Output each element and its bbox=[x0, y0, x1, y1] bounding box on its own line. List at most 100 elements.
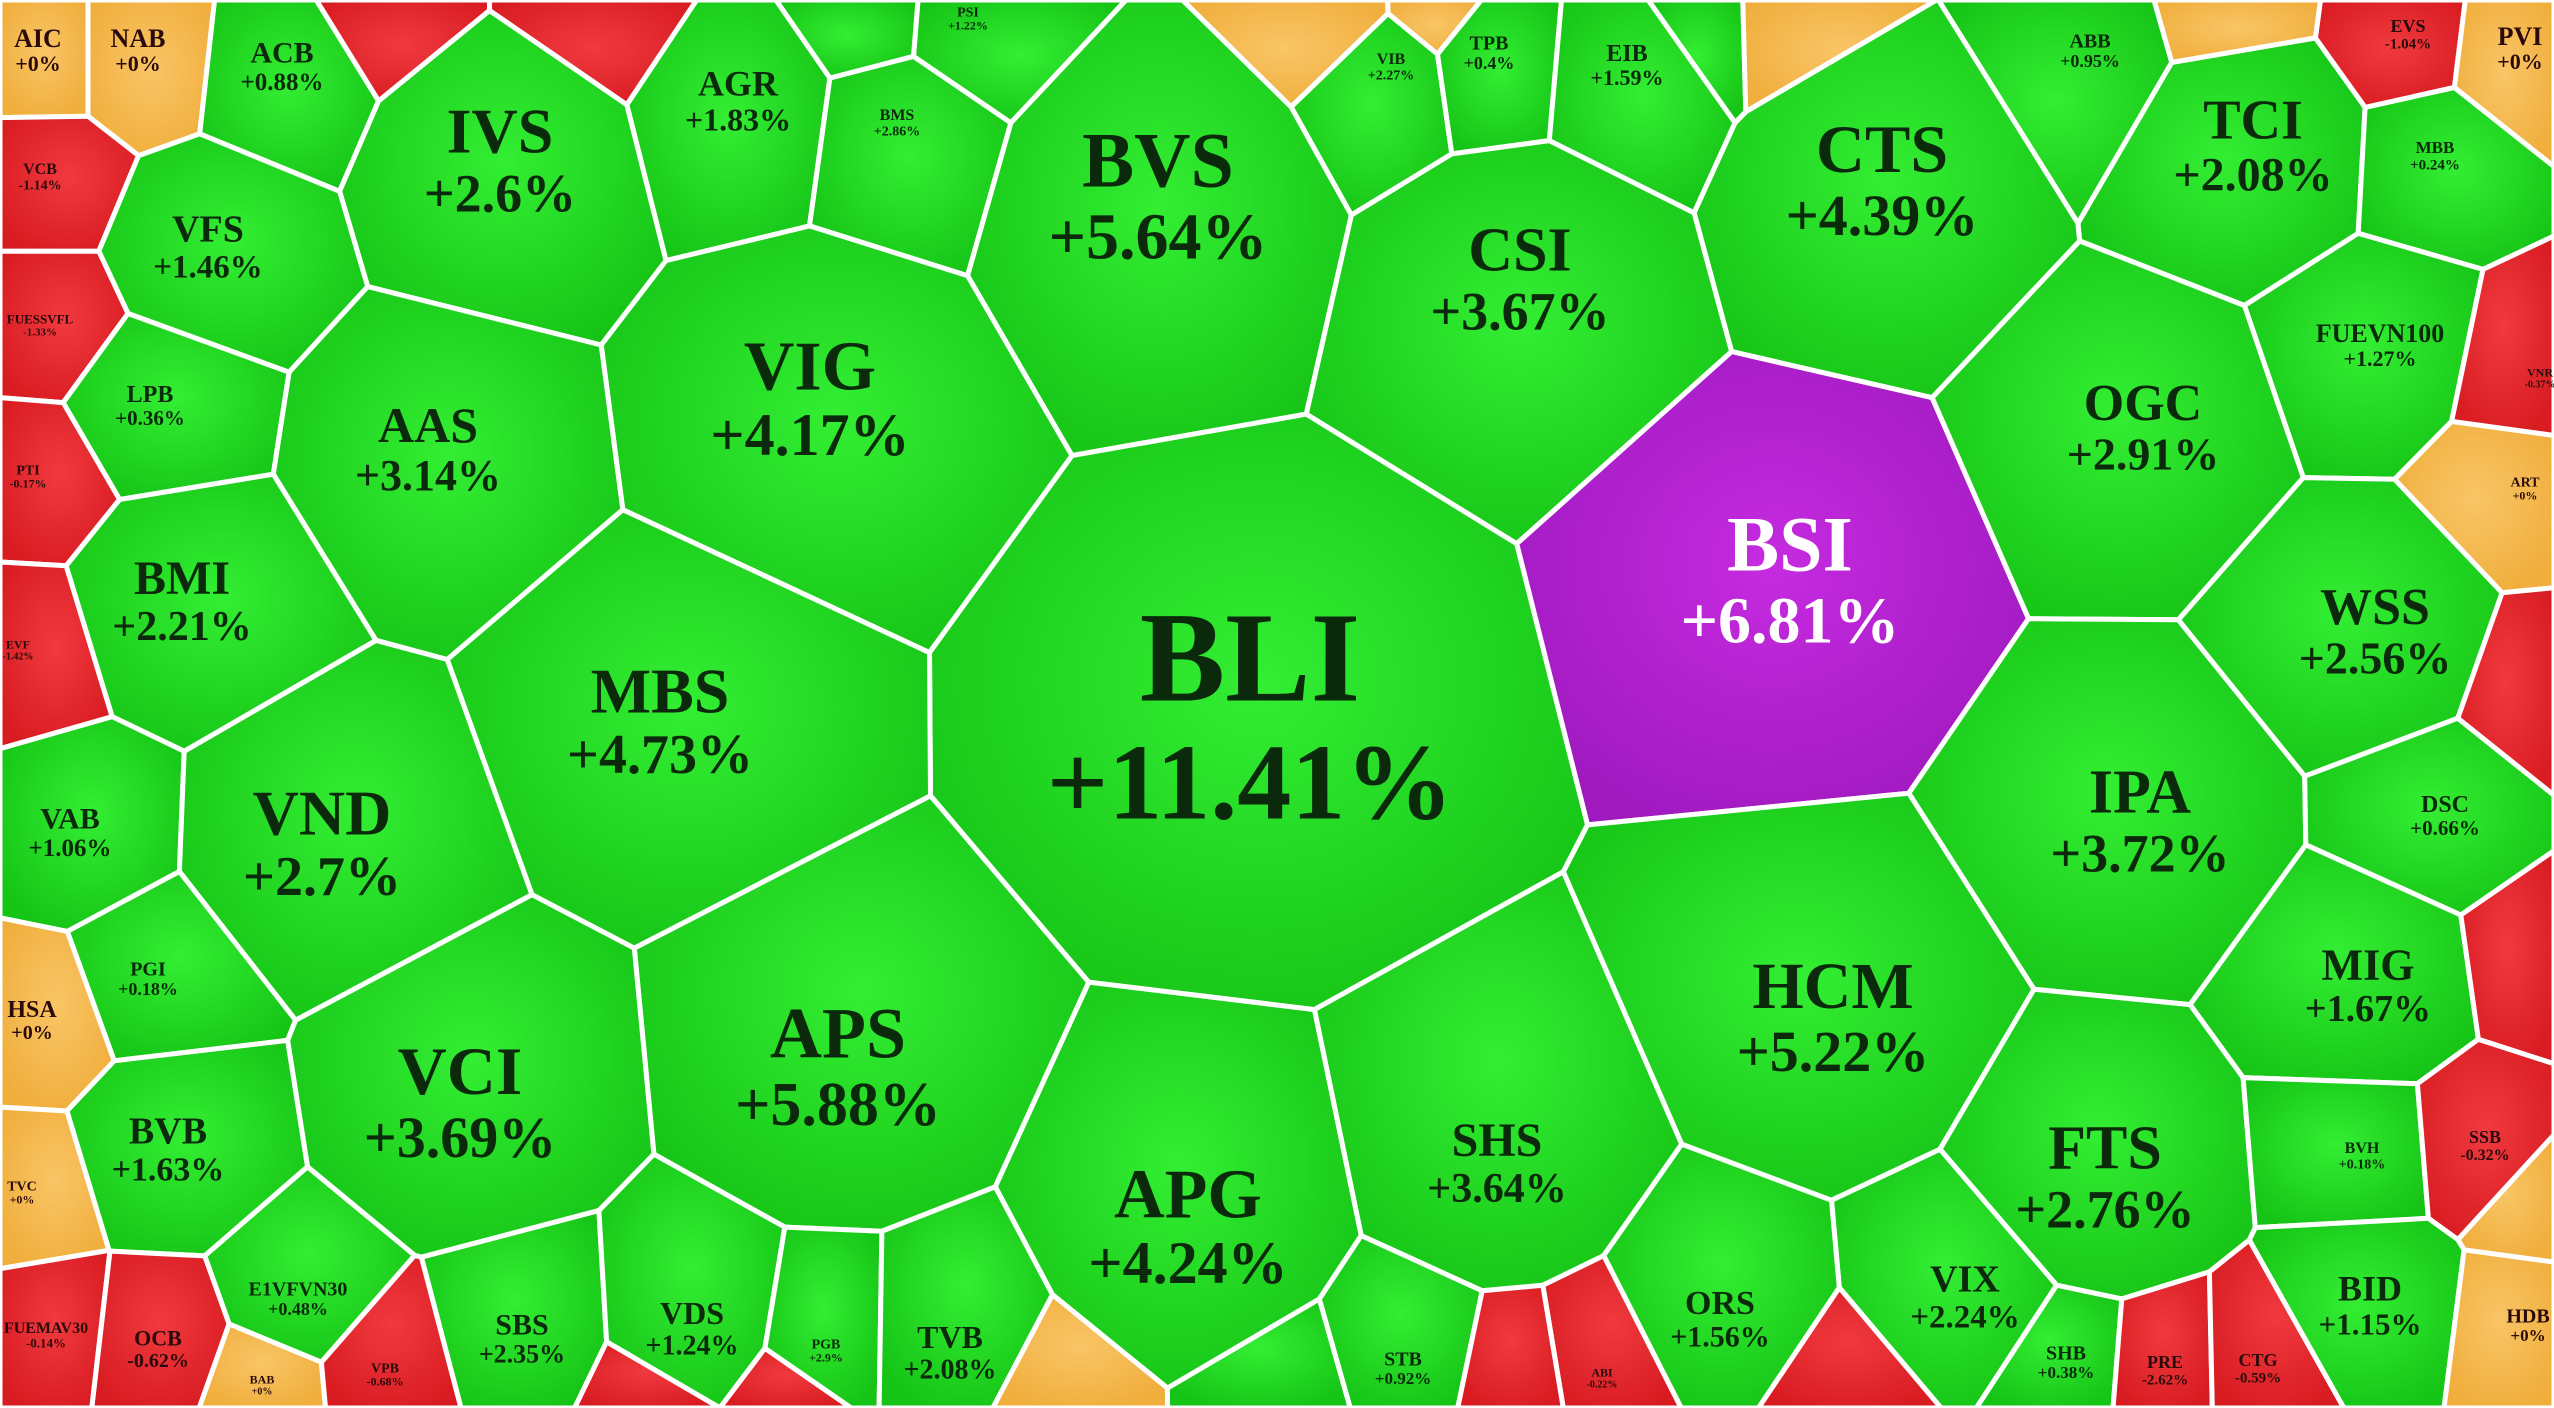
change-label: -0.17% bbox=[10, 476, 47, 490]
filler-cell bbox=[773, 0, 921, 81]
ticker-label: VIB bbox=[1377, 51, 1406, 68]
ticker-label: BID bbox=[2338, 1269, 2402, 1309]
filler-cell bbox=[2455, 1132, 2554, 1265]
cell-pvi[interactable]: PVI+0% bbox=[2451, 0, 2554, 170]
ticker-label: PVI bbox=[2498, 22, 2543, 51]
cell-vig[interactable]: VIG+4.17% bbox=[598, 223, 1075, 656]
change-label: +3.69% bbox=[364, 1105, 557, 1170]
cell-nab[interactable]: NAB+0% bbox=[85, 0, 218, 159]
change-label: +5.88% bbox=[735, 1071, 941, 1139]
change-label: +1.63% bbox=[112, 1151, 225, 1188]
cell-acb[interactable]: ACB+0.88% bbox=[197, 0, 382, 194]
change-label: +5.64% bbox=[1048, 201, 1267, 274]
cell-bvb[interactable]: BVB+1.63% bbox=[64, 1037, 310, 1259]
change-label: +2.24% bbox=[1910, 1299, 2020, 1335]
cell-csi[interactable]: CSI+3.67% bbox=[1303, 138, 1735, 547]
change-label: +0.24% bbox=[2410, 157, 2460, 173]
ticker-label: E1VFVN30 bbox=[249, 1279, 348, 1301]
change-label: -0.37% bbox=[2525, 380, 2554, 391]
cell-fts[interactable]: FTS+2.76% bbox=[1937, 986, 2258, 1302]
cell-shs[interactable]: SHS+3.64% bbox=[1311, 869, 1685, 1294]
change-label: +1.46% bbox=[153, 249, 263, 285]
cell-hdb[interactable]: HDB+0% bbox=[2441, 1247, 2554, 1408]
ticker-label: AGR bbox=[698, 64, 779, 104]
cell-bli[interactable]: BLI+11.41% bbox=[927, 411, 1590, 1013]
change-label: +1.24% bbox=[646, 1331, 739, 1362]
change-label: +2.08% bbox=[2173, 149, 2332, 202]
cell-stb[interactable]: STB+0.92% bbox=[1316, 1233, 1485, 1408]
change-label: +4.17% bbox=[710, 402, 909, 468]
change-label: -0.68% bbox=[367, 1374, 404, 1388]
filler-cell bbox=[2455, 585, 2554, 798]
cell-evf[interactable]: EVF-1.42% bbox=[0, 559, 115, 752]
cell-shape-bvh bbox=[2240, 1075, 2431, 1231]
cell-shape-vnr bbox=[2449, 233, 2554, 438]
ticker-label: HCM bbox=[1752, 950, 1913, 1023]
ticker-label: SHS bbox=[1452, 1114, 1543, 1167]
ticker-label: TVB bbox=[917, 1319, 983, 1355]
change-label: +0% bbox=[15, 51, 61, 76]
cell-vpb[interactable]: VPB-0.68% bbox=[318, 1252, 464, 1408]
cell-bvh[interactable]: BVH+0.18% bbox=[2240, 1075, 2431, 1231]
cell-bsi[interactable]: BSI+6.81% bbox=[1514, 349, 2031, 828]
filler-cell bbox=[1385, 0, 1484, 57]
ticker-label: ABB bbox=[2069, 31, 2110, 53]
ticker-label: BMI bbox=[134, 552, 230, 605]
cell-bvs[interactable]: BVS+5.64% bbox=[965, 0, 1354, 459]
ticker-label: VIX bbox=[1930, 1258, 2000, 1300]
cell-wss[interactable]: WSS+2.56% bbox=[2175, 475, 2505, 779]
ticker-label: BMS bbox=[880, 107, 915, 124]
change-label: +3.67% bbox=[1430, 281, 1609, 341]
cell-bmi[interactable]: BMI+2.21% bbox=[63, 471, 379, 754]
change-label: +2.9% bbox=[809, 1350, 843, 1364]
cell-mbs[interactable]: MBS+4.73% bbox=[444, 507, 933, 951]
change-label: +0% bbox=[115, 51, 161, 76]
ticker-label: FUESSVFL bbox=[7, 311, 74, 326]
ticker-label: SHB bbox=[2046, 1343, 2086, 1365]
ticker-label: CTG bbox=[2238, 1350, 2277, 1370]
cell-ocb[interactable]: OCB-0.62% bbox=[89, 1248, 232, 1408]
change-label: +0.92% bbox=[1375, 1369, 1431, 1388]
cell-aas[interactable]: AAS+3.14% bbox=[270, 284, 626, 662]
ticker-label: CSI bbox=[1468, 217, 1571, 285]
ticker-label: MBB bbox=[2416, 138, 2455, 157]
cell-ctg[interactable]: CTG-0.59% bbox=[2206, 1237, 2347, 1408]
ticker-label: ART bbox=[2510, 475, 2540, 490]
cell-tci[interactable]: TCI+2.08% bbox=[2075, 35, 2368, 308]
change-label: -1.33% bbox=[23, 326, 57, 338]
cell-vfs[interactable]: VFS+1.46% bbox=[96, 131, 371, 375]
change-label: +2.76% bbox=[2015, 1179, 2194, 1239]
cell-ipa[interactable]: IPA+3.72% bbox=[1906, 616, 2309, 1008]
change-label: +3.72% bbox=[2050, 823, 2229, 883]
change-label: +0% bbox=[2497, 49, 2543, 74]
cell-apg[interactable]: APG+4.24% bbox=[992, 979, 1364, 1391]
cell-ors[interactable]: ORS+1.56% bbox=[1601, 1141, 1842, 1408]
ticker-label: PTI bbox=[16, 463, 39, 478]
ticker-label: VFS bbox=[172, 208, 244, 250]
cell-shape-ctg bbox=[2206, 1237, 2347, 1408]
change-label: +2.86% bbox=[874, 124, 920, 139]
ticker-label: SBS bbox=[495, 1308, 548, 1341]
cell-bid[interactable]: BID+1.15% bbox=[2246, 1215, 2467, 1408]
cell-aps[interactable]: APS+5.88% bbox=[631, 793, 1092, 1234]
change-label: +1.15% bbox=[2319, 1306, 2422, 1341]
change-label: +1.67% bbox=[2305, 988, 2431, 1030]
filler-cell bbox=[1755, 1285, 1944, 1408]
ticker-label: NAB bbox=[111, 24, 166, 53]
cell-ogc[interactable]: OGC+2.91% bbox=[1929, 238, 2306, 623]
ticker-label: TCI bbox=[2203, 89, 2303, 151]
ticker-label: PGI bbox=[130, 959, 166, 981]
change-label: -1.14% bbox=[18, 178, 61, 193]
cell-aic[interactable]: AIC+0% bbox=[0, 0, 91, 121]
ticker-label: LPB bbox=[127, 382, 174, 408]
ticker-label: FUEMAV30 bbox=[4, 1320, 88, 1337]
cell-agr[interactable]: AGR+1.83% bbox=[624, 0, 833, 264]
change-label: +0% bbox=[252, 1387, 273, 1398]
ticker-label: VNR bbox=[2527, 366, 2553, 380]
ticker-label: VPB bbox=[371, 1361, 399, 1376]
change-label: -0.59% bbox=[2235, 1370, 2281, 1386]
ticker-label: WSS bbox=[2320, 579, 2430, 636]
cell-vnr[interactable]: VNR-0.37% bbox=[2449, 233, 2554, 438]
ticker-label: VND bbox=[253, 777, 392, 848]
ticker-label: PSI bbox=[957, 5, 979, 20]
